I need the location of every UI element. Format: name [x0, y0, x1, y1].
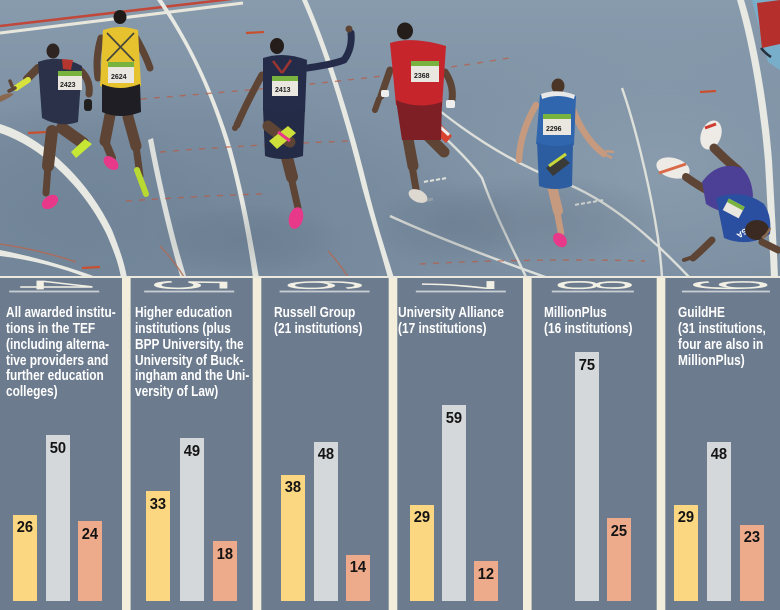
svg-text:9: 9	[672, 280, 780, 290]
svg-text:5: 5	[133, 280, 250, 290]
svg-text:6: 6	[266, 280, 383, 290]
svg-text:2296: 2296	[546, 126, 562, 133]
svg-text:7: 7	[400, 280, 517, 290]
svg-text:8: 8	[536, 280, 653, 290]
svg-text:4: 4	[0, 280, 115, 290]
svg-text:2413: 2413	[275, 87, 291, 94]
svg-text:2368: 2368	[414, 73, 430, 80]
svg-text:2624: 2624	[111, 74, 127, 81]
svg-text:2423: 2423	[60, 82, 76, 89]
